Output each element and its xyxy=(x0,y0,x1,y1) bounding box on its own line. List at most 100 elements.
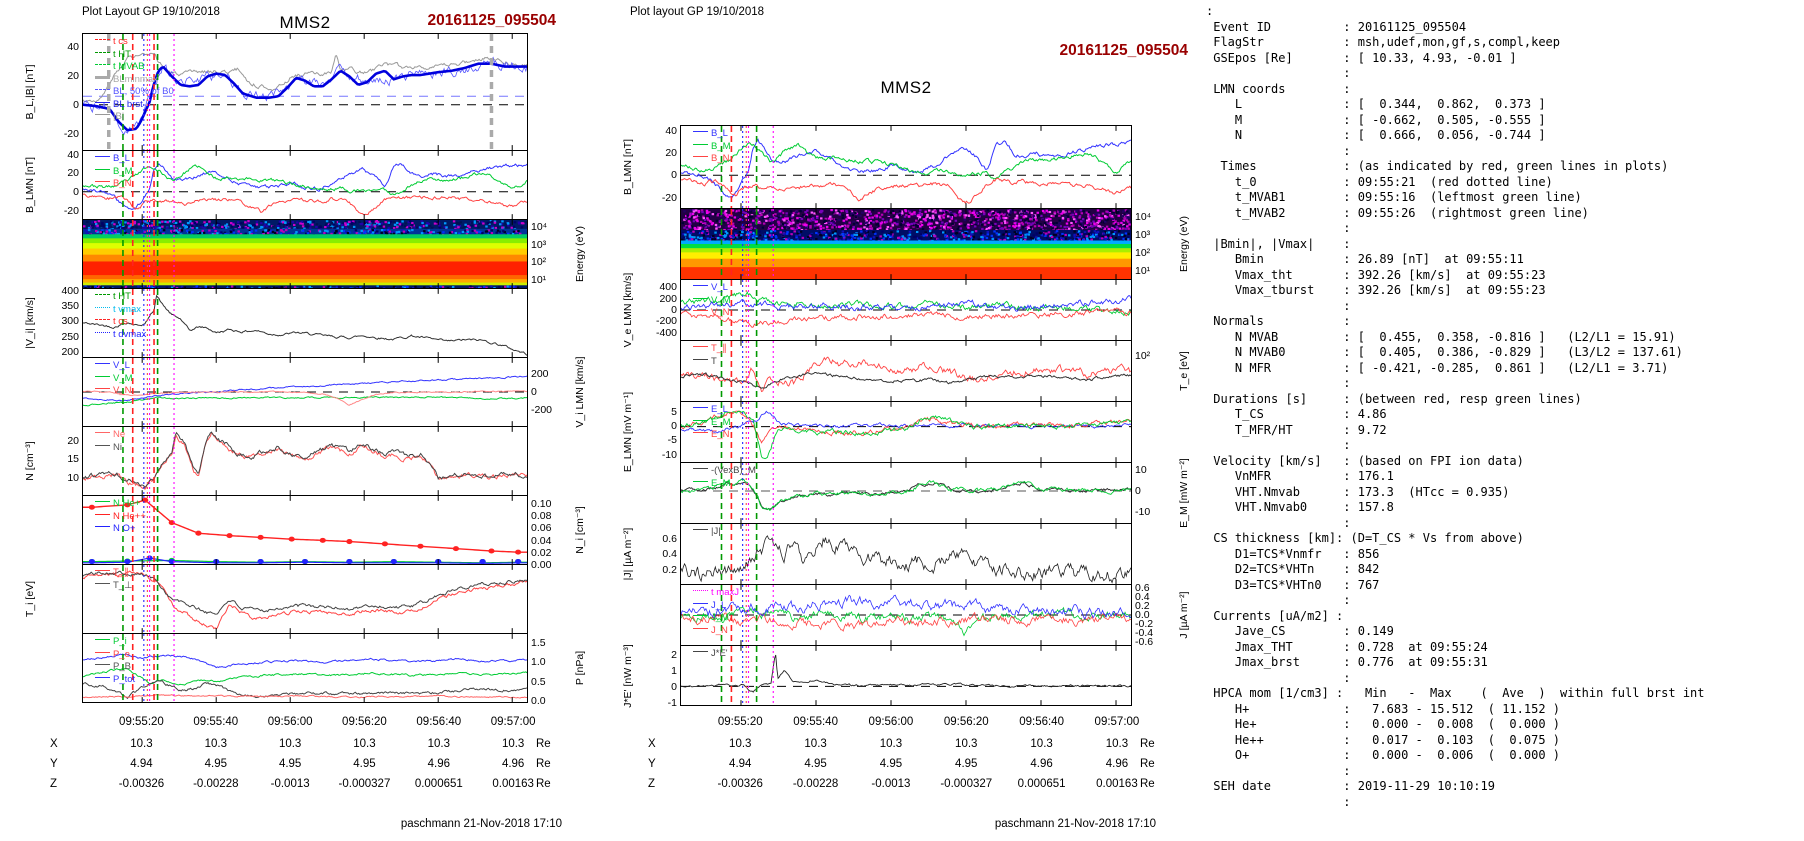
legend-entry: V_N xyxy=(95,384,133,397)
panel-jmag: |J| [µA m⁻²] 0.6 0.4 0.2 |J| xyxy=(616,523,1196,585)
legend-label: V_M xyxy=(711,294,731,306)
y-tick-label: 10³ xyxy=(1135,228,1151,241)
time-tick-label: 09:55:20 xyxy=(119,716,164,728)
event-id: 20161125_095504 xyxy=(1059,42,1188,59)
legend: t maxJ J_L J_M J_N xyxy=(693,586,739,636)
legend-entry: B_N xyxy=(693,152,731,165)
plot-layout-label: Plot layout GP 19/10/2018 xyxy=(630,6,765,18)
legend-label: t cs xyxy=(113,316,128,327)
plot-e_lmn: E_L E_M E_N xyxy=(680,401,1132,463)
pos-value: 10.3 xyxy=(955,738,978,750)
line-sample xyxy=(95,651,110,653)
y-tick-label: 10² xyxy=(1135,349,1151,362)
plot-canvas-vi_lmn xyxy=(83,358,527,426)
pos-value: 4.96 xyxy=(501,758,525,770)
plot-b_lmn: B_L B_M B_N xyxy=(82,150,528,220)
legend: -(VexB)_M E_M xyxy=(693,464,756,489)
line-sample xyxy=(693,480,708,482)
time-tick-label: 09:56:40 xyxy=(1019,716,1064,728)
time-tick-label: 09:57:00 xyxy=(1094,716,1140,728)
legend-label: V_L xyxy=(711,282,728,293)
panel-n: N [cm⁻³] 20 15 10 Ne Ni xyxy=(18,426,592,496)
legend-label: B_L xyxy=(711,128,728,139)
pos-value: 4.94 xyxy=(729,758,752,770)
legend-entry: V_L xyxy=(95,359,133,372)
pos-value: -0.00326 xyxy=(717,778,763,790)
legend-label: P_B xyxy=(113,661,131,672)
line-sample xyxy=(95,114,110,116)
pos-unit: Re xyxy=(1140,778,1155,790)
dashed-line-sample xyxy=(95,319,110,321)
legend-label: J_M xyxy=(711,612,729,623)
plot-canvas-n_hpca xyxy=(83,496,527,564)
legend-entry: BL brst xyxy=(95,98,174,111)
legend-label: N He++ xyxy=(113,510,146,522)
plot-canvas-ve_lmn xyxy=(681,280,1131,340)
y-tick-label: 20 xyxy=(67,70,79,83)
y-axis-label: P [nPa] xyxy=(574,650,586,686)
event-id: 20161125_095504 xyxy=(427,12,556,29)
dashed-line-sample xyxy=(95,39,110,41)
line-sample xyxy=(95,501,110,503)
line-sample xyxy=(95,432,110,434)
plot-layout-label: Plot Layout GP 19/10/2018 xyxy=(82,6,220,18)
line-sample xyxy=(693,156,708,158)
legend: E_L E_M E_N xyxy=(693,403,731,441)
line-sample xyxy=(693,615,708,617)
legend-entry: N He+ xyxy=(95,497,146,510)
plot-canvas-b_lmn xyxy=(681,126,1131,208)
plot-canvas-t_e xyxy=(681,341,1131,401)
line-sample xyxy=(95,156,110,158)
legend-entry: V_M xyxy=(693,294,731,307)
line-sample xyxy=(95,676,110,678)
legend-label: B_M xyxy=(113,165,133,177)
y-axis-label: T_e [eV] xyxy=(1178,351,1190,391)
y-tick-label: 20 xyxy=(67,434,79,447)
legend-label: BL brst xyxy=(113,98,143,110)
legend-label: t HT xyxy=(113,48,131,60)
panel-n_hpca: N He+ N He++ N O+ 0.10 0.08 0.06 0.04 0.02 0.00 N… xyxy=(18,495,592,571)
panel-jdote: J*E' [nW m⁻³] 2 1 0 -1 J*E' xyxy=(616,644,1196,709)
legend-entry: t cs xyxy=(95,315,146,328)
legend: V_L V_M V_N xyxy=(95,359,133,397)
pos-row-label: Z xyxy=(50,778,58,790)
y-axis-label: B_LMN [nT] xyxy=(24,156,36,214)
panel-stack: B_L,|B| [nT] 40 20 0 -20 t cs t HT t MVAB BLminm… xyxy=(18,33,592,707)
y-axis-label: E_M [mW m⁻²] xyxy=(1178,458,1190,528)
line-sample xyxy=(693,297,708,299)
line-sample xyxy=(693,468,708,470)
plot-espec_e xyxy=(680,208,1132,280)
legend-entry: T_⊥ xyxy=(95,579,132,592)
pos-value: 10.3 xyxy=(879,738,903,750)
y-tick-label: 0.02 xyxy=(531,546,552,559)
legend-entry: |B| xyxy=(95,110,174,123)
pos-value: 10.3 xyxy=(804,738,827,750)
line-sample xyxy=(95,375,110,377)
panel-ve_lmn: V_e LMN [km/s] 400 200 0 -200 -400 V_L V_M V_N xyxy=(616,273,1196,347)
line-sample xyxy=(95,101,110,103)
legend-entry: B_M xyxy=(693,140,731,153)
time-tick-label: 09:56:20 xyxy=(943,716,989,728)
line-sample xyxy=(693,529,708,531)
legend-entry: J_M xyxy=(693,611,739,624)
y-tick-label: 40 xyxy=(67,148,79,161)
y-axis-label: Energy (eV) xyxy=(574,225,586,283)
y-tick-label: 0.6 xyxy=(1135,582,1150,595)
y-axis-label: |V_i| [km/s] xyxy=(24,297,36,349)
pos-unit: Re xyxy=(1140,738,1155,750)
legend-label: BLminmax xyxy=(113,73,158,85)
credit-line: paschmann 21-Nov-2018 17:10 xyxy=(400,818,562,830)
legend-entry: B_L xyxy=(95,152,133,165)
figure-title: MMS2 xyxy=(279,13,331,32)
legend-label: t MVAB xyxy=(113,61,145,72)
y-tick-label: 2 xyxy=(671,648,677,661)
legend-entry: E_M xyxy=(693,477,756,490)
pos-value: 10.3 xyxy=(204,738,227,750)
y-tick-label: 10¹ xyxy=(531,273,547,286)
legend-label: T_∥ xyxy=(113,567,129,578)
time-axis: 09:55:20 09:55:40 09:56:00 09:56:20 09:56:40… xyxy=(616,716,1196,798)
legend-label: T_∥ xyxy=(711,343,727,354)
legend: N He+ N He++ N O+ xyxy=(95,497,146,535)
y-tick-label: -20 xyxy=(661,191,677,204)
